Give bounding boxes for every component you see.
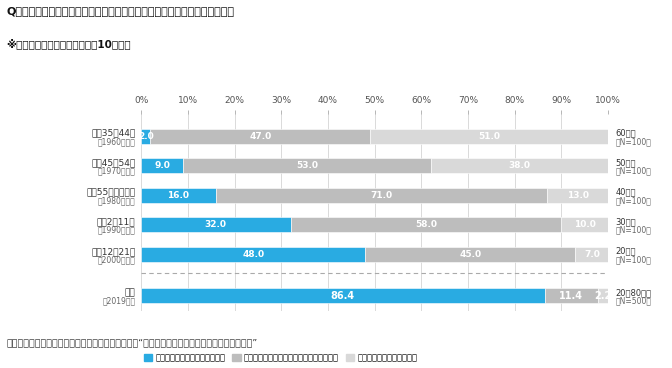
Bar bbox=[141, 188, 216, 203]
Bar bbox=[216, 188, 548, 203]
Text: （1990年代）: （1990年代） bbox=[97, 226, 136, 234]
Text: 16.0: 16.0 bbox=[167, 191, 190, 200]
Bar bbox=[544, 288, 598, 303]
Bar bbox=[562, 217, 608, 233]
Text: （1980年代）: （1980年代） bbox=[97, 196, 136, 205]
Bar bbox=[366, 247, 575, 262]
Text: 71.0: 71.0 bbox=[370, 191, 392, 200]
Bar bbox=[141, 158, 183, 173]
Text: 昭和35～44年: 昭和35～44年 bbox=[91, 129, 136, 138]
Text: 20歳代: 20歳代 bbox=[615, 247, 636, 256]
Bar bbox=[141, 247, 366, 262]
Text: 50歳代: 50歳代 bbox=[615, 158, 636, 167]
Text: （N=500）: （N=500） bbox=[615, 297, 651, 305]
Text: 現在: 現在 bbox=[125, 288, 136, 297]
Text: （1960年代）: （1960年代） bbox=[97, 137, 136, 146]
Bar bbox=[370, 128, 608, 144]
Text: （2000年代）: （2000年代） bbox=[97, 255, 136, 264]
Text: 30歳代: 30歳代 bbox=[615, 217, 636, 226]
Text: 48.0: 48.0 bbox=[242, 250, 264, 259]
Text: 86.4: 86.4 bbox=[331, 291, 355, 301]
Text: （N=100）: （N=100） bbox=[615, 196, 651, 205]
Text: 11.4: 11.4 bbox=[559, 291, 583, 301]
Text: 10.0: 10.0 bbox=[574, 220, 596, 229]
Text: 47.0: 47.0 bbox=[249, 132, 271, 141]
Text: 幺成12～21年: 幺成12～21年 bbox=[91, 247, 136, 256]
Text: 45.0: 45.0 bbox=[460, 250, 481, 259]
Text: （N=100）: （N=100） bbox=[615, 137, 651, 146]
Text: Q：東京の夏を過ごす上で、エアコンはあなたにとってどんな存在ですか。: Q：東京の夏を過ごす上で、エアコンはあなたにとってどんな存在ですか。 bbox=[7, 6, 235, 15]
Bar bbox=[548, 188, 608, 203]
Bar bbox=[431, 158, 608, 173]
Bar bbox=[290, 217, 562, 233]
Bar bbox=[575, 247, 608, 262]
Text: （1970年代）: （1970年代） bbox=[97, 167, 136, 176]
Text: 51.0: 51.0 bbox=[478, 132, 500, 141]
Text: 40歳代: 40歳代 bbox=[615, 188, 636, 197]
Text: 32.0: 32.0 bbox=[205, 220, 227, 229]
Text: 20～80歳代: 20～80歳代 bbox=[615, 288, 651, 297]
Text: 38.0: 38.0 bbox=[509, 161, 530, 170]
Text: ※現在とあなたが小学生の頃（10歳頃）: ※現在とあなたが小学生の頃（10歳頃） bbox=[7, 39, 131, 49]
Text: 53.0: 53.0 bbox=[296, 161, 318, 170]
Text: 7.0: 7.0 bbox=[584, 250, 599, 259]
Text: 平成2～11年: 平成2～11年 bbox=[97, 217, 136, 226]
Text: ダイキン工業（株）令和元年東京の夏の空気感調査“東京の夏を過ごす上でエアコンは必需品に”: ダイキン工業（株）令和元年東京の夏の空気感調査“東京の夏を過ごす上でエアコンは必… bbox=[7, 339, 258, 348]
Bar bbox=[183, 158, 431, 173]
Text: 58.0: 58.0 bbox=[415, 220, 437, 229]
Legend: 生活必需品（ないと困るもの）, あった方がいいが、なくても困らないもの, なくても全く困らないもの: 生活必需品（ないと困るもの）, あった方がいいが、なくても困らないもの, なくて… bbox=[140, 350, 421, 366]
Text: （N=100）: （N=100） bbox=[615, 226, 651, 234]
Text: （N=100）: （N=100） bbox=[615, 255, 651, 264]
Bar bbox=[598, 288, 608, 303]
Text: （N=100）: （N=100） bbox=[615, 167, 651, 176]
Bar bbox=[151, 128, 370, 144]
Text: （2019年）: （2019年） bbox=[102, 297, 136, 305]
Text: 13.0: 13.0 bbox=[566, 191, 589, 200]
Bar bbox=[141, 217, 290, 233]
Text: 2.0: 2.0 bbox=[138, 132, 154, 141]
Bar bbox=[141, 288, 544, 303]
Text: 2.2: 2.2 bbox=[595, 291, 612, 301]
Text: 昭和55～平成元年: 昭和55～平成元年 bbox=[87, 188, 136, 197]
Bar bbox=[141, 128, 151, 144]
Text: 60歳代: 60歳代 bbox=[615, 129, 636, 138]
Text: 昭和45～54年: 昭和45～54年 bbox=[91, 158, 136, 167]
Text: 9.0: 9.0 bbox=[154, 161, 170, 170]
